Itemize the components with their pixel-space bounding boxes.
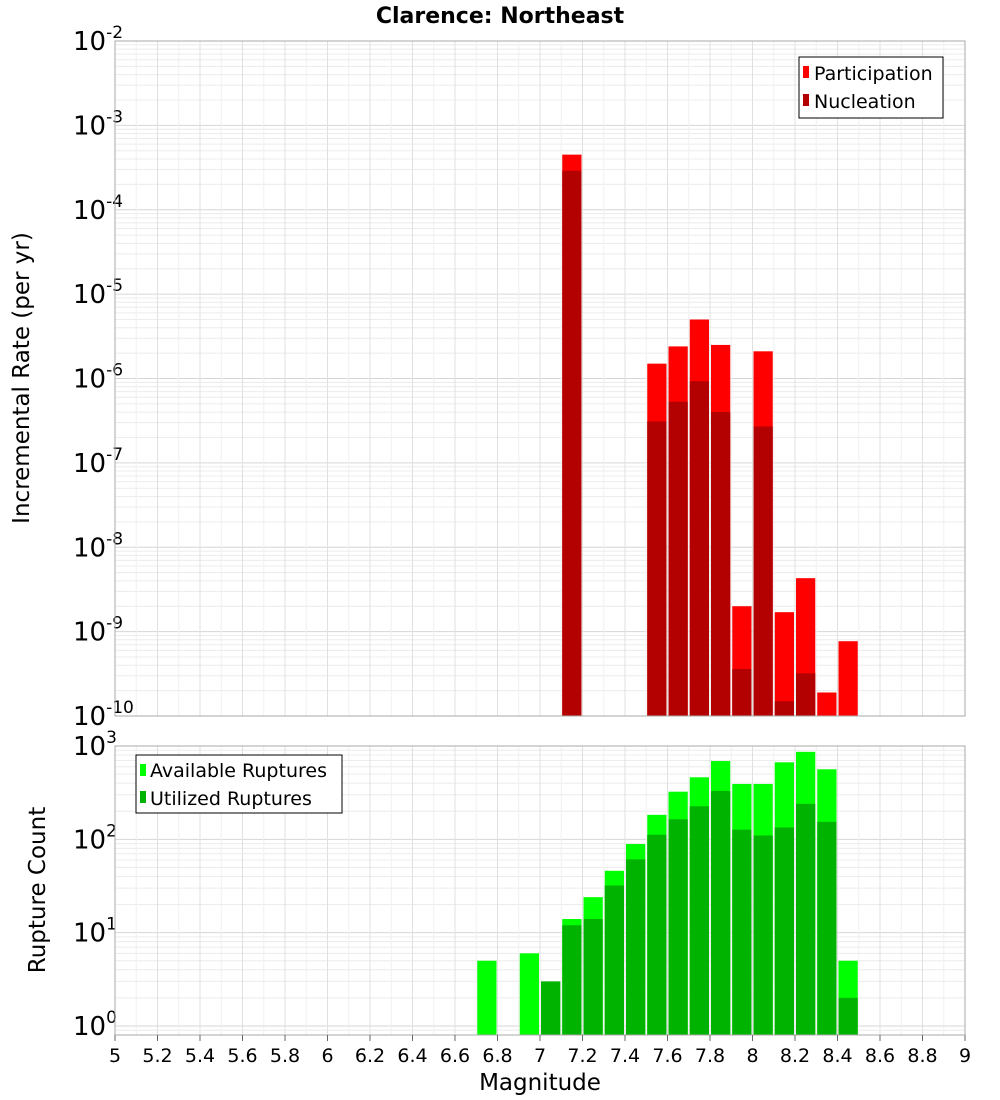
count-bar-utilized-ruptures [817, 821, 837, 1035]
rate-bar-nucleation [732, 669, 752, 716]
x-tick-label: 6.2 [355, 1045, 385, 1067]
x-tick-label: 7.4 [610, 1045, 640, 1067]
count-y-axis-label: Rupture Count [25, 807, 51, 973]
rate-grid [114, 41, 966, 717]
x-tick-label: 8 [746, 1045, 758, 1067]
x-tick-label: 9 [959, 1045, 971, 1067]
count-y-tick-exponent: 0 [106, 1008, 117, 1028]
count-bar-utilized-ruptures [541, 981, 561, 1035]
x-tick-label: 5.6 [227, 1045, 257, 1067]
x-tick-label: 8.2 [780, 1045, 810, 1067]
x-tick-label: 5.8 [270, 1045, 300, 1067]
rate-y-tick-exponent: -10 [106, 698, 134, 718]
count-bar-utilized-ruptures [711, 790, 731, 1035]
rate-bar-nucleation [753, 426, 773, 716]
rate-bar-nucleation [774, 701, 794, 716]
count-y-tick-label: 103 [73, 728, 117, 762]
rate-bar-nucleation [647, 421, 667, 716]
legend-swatch-utilized-ruptures [140, 791, 146, 803]
x-tick-label: 7.6 [652, 1045, 682, 1067]
rate-y-tick-label: 10-10 [73, 698, 134, 732]
count-bar-utilized-ruptures [626, 859, 646, 1035]
x-tick-label: 8.4 [822, 1045, 852, 1067]
legend-swatch-available-ruptures [140, 764, 146, 776]
legend-label-nucleation: Nucleation [814, 91, 916, 113]
x-tick-label: 8.6 [865, 1045, 895, 1067]
count-y-tick-exponent: 3 [106, 728, 117, 748]
count-legend-box [135, 754, 343, 814]
count-bar-available-ruptures [519, 953, 539, 1035]
rate-legend: Participation Nucleation [798, 56, 944, 119]
x-tick-label: 5.4 [185, 1045, 215, 1067]
rate-bar-nucleation [796, 673, 816, 716]
count-bar-utilized-ruptures [583, 919, 603, 1035]
legend-label-utilized-ruptures: Utilized Ruptures [150, 788, 312, 810]
rate-bar-nucleation [668, 401, 688, 716]
x-tick-label: 7.2 [567, 1045, 597, 1067]
legend-label-participation: Participation [814, 63, 933, 85]
rate-bar-nucleation [711, 412, 731, 716]
rate-bar-nucleation [562, 170, 582, 716]
count-bar-utilized-ruptures [774, 827, 794, 1035]
count-y-tick-label: 102 [73, 821, 117, 855]
rate-bar-participation [838, 641, 858, 716]
x-tick-label: 8.8 [907, 1045, 937, 1067]
legend-label-available-ruptures: Available Ruptures [150, 760, 327, 782]
rate-bar-participation [774, 612, 794, 716]
rate-bar-nucleation [689, 381, 709, 716]
x-axis-ticks: 5 5.2 5.4 5.6 5.8 6 6.2 6.4 6.6 6.8 7 7.2 7.4 7.6 7.8 8… [109, 1035, 971, 1067]
count-y-tick-label: 101 [73, 915, 117, 949]
count-y-tick-exponent: 1 [106, 915, 117, 935]
count-y-tick-label: 100 [73, 1008, 117, 1042]
count-bar-utilized-ruptures [562, 925, 582, 1035]
rate-y-tick-exponent: -2 [106, 23, 123, 43]
x-tick-label: 6.4 [397, 1045, 427, 1067]
x-tick-label: 6.8 [482, 1045, 512, 1067]
count-bar-utilized-ruptures [753, 835, 773, 1035]
count-bars [477, 751, 858, 1035]
legend-swatch-participation [803, 66, 809, 78]
x-tick-label: 7.8 [695, 1045, 725, 1067]
count-y-tick-exponent: 2 [106, 821, 117, 841]
count-bar-utilized-ruptures [796, 803, 816, 1035]
x-tick-label: 5.2 [142, 1045, 172, 1067]
rate-legend-box [798, 56, 944, 119]
x-tick-label: 6.6 [440, 1045, 470, 1067]
count-bar-utilized-ruptures [604, 885, 624, 1035]
x-tick-label: 6 [321, 1045, 333, 1067]
count-bar-utilized-ruptures [668, 819, 688, 1035]
x-axis-label: Magnitude [479, 1070, 601, 1096]
x-tick-label: 7 [534, 1045, 546, 1067]
count-bar-utilized-ruptures [838, 997, 858, 1035]
rate-plot-border [114, 40, 966, 717]
count-bar-utilized-ruptures [647, 834, 667, 1035]
rate-y-axis-label: Incremental Rate (per yr) [9, 232, 35, 524]
legend-swatch-nucleation [803, 94, 809, 106]
rate-bar-participation [817, 692, 837, 716]
chart-title: Clarence: Northeast [376, 4, 625, 29]
count-bar-utilized-ruptures [732, 829, 752, 1035]
x-tick-label: 5 [109, 1045, 121, 1067]
count-bar-available-ruptures [477, 960, 497, 1035]
rate-bars [562, 154, 858, 716]
count-legend: Available Ruptures Utilized Ruptures [135, 754, 343, 814]
count-bar-utilized-ruptures [689, 806, 709, 1035]
